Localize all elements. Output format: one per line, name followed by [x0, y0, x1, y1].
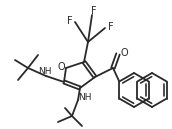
Text: O: O	[57, 62, 65, 72]
Text: O: O	[120, 48, 128, 58]
Text: F: F	[67, 16, 73, 26]
Text: NH: NH	[38, 67, 52, 75]
Text: NH: NH	[78, 94, 92, 103]
Text: F: F	[108, 22, 114, 32]
Text: F: F	[91, 6, 97, 16]
